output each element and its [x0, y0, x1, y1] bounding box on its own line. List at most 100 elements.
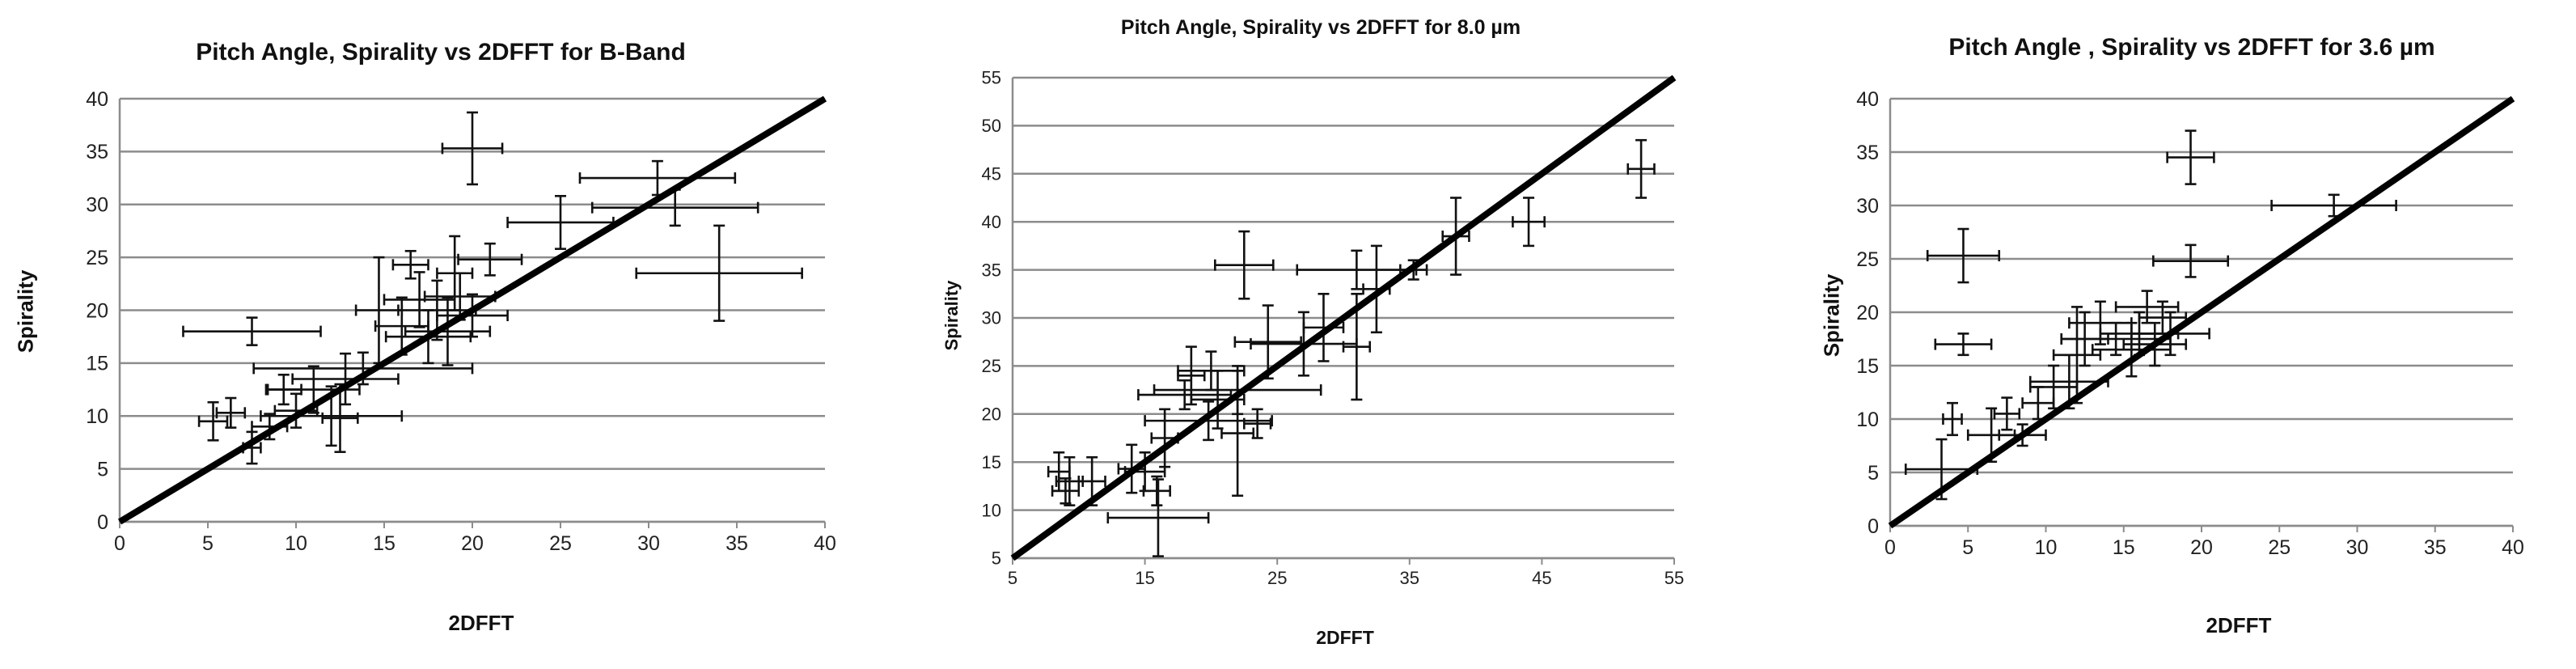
- plot-area: 0 5 10 15 20 25 30 35 40 0 5 10 15 20 25 30 35 40: [86, 88, 836, 555]
- x-tick-label: 45: [1532, 568, 1551, 588]
- y-tick-label: 10: [86, 405, 108, 428]
- x-axis-label: 2DFFT: [448, 611, 514, 635]
- data-point: [2152, 243, 2230, 278]
- data-point: [578, 159, 737, 197]
- data-point: [182, 316, 322, 346]
- chart-title: Pitch Angle , Spirality vs 2DFFT for 3.6…: [1948, 34, 2435, 61]
- x-tick-label: 15: [2113, 536, 2135, 559]
- x-tick-label: 0: [1884, 536, 1896, 559]
- data-point: [1144, 400, 1273, 442]
- y-tick-label: 45: [982, 164, 1001, 184]
- data-point: [354, 256, 404, 365]
- y-tick-label: 0: [1867, 515, 1879, 538]
- data-point: [1051, 477, 1081, 505]
- x-tick-label: 0: [114, 532, 125, 555]
- chart-3-6um: Pitch Angle , Spirality vs 2DFFT for 3.6…: [1767, 0, 2576, 669]
- y-tick-label: 5: [992, 548, 1001, 569]
- data-point: [590, 188, 759, 227]
- data-point: [1993, 396, 2021, 431]
- data-point: [404, 296, 492, 366]
- data-point: [1296, 249, 1418, 290]
- data-point: [197, 400, 229, 442]
- x-tick-label: 15: [373, 532, 395, 555]
- data-point: [1214, 230, 1275, 300]
- chart-b-band: Pitch Angle, Spirality vs 2DFFT for B-Ba…: [0, 0, 841, 669]
- data-point: [215, 396, 247, 429]
- data-point: [383, 271, 456, 328]
- y-tick-label: 15: [86, 353, 108, 375]
- plot-area: 0 5 10 15 20 25 30 35 40 0 5 10 15 20 25 30 35 40: [1856, 88, 2524, 559]
- reference-line: [1010, 74, 1677, 561]
- data-point: [635, 224, 803, 322]
- y-tick-label: 25: [982, 356, 1001, 376]
- y-tick-label: 10: [1856, 409, 1879, 431]
- x-tick-label: 35: [725, 532, 748, 555]
- x-tick-label: 55: [1664, 568, 1684, 588]
- x-tick-label: 40: [2502, 536, 2524, 559]
- data-point: [1926, 227, 2001, 284]
- y-tick-label: 25: [1856, 248, 1879, 271]
- data-point: [1233, 304, 1302, 380]
- x-tick-label: 35: [1400, 568, 1419, 588]
- x-tick-label: 30: [2346, 536, 2369, 559]
- data-point: [1177, 350, 1246, 392]
- x-axis-label: 2DFFT: [2206, 613, 2272, 637]
- y-tick-label: 35: [1856, 142, 1879, 164]
- x-tick-label: 5: [202, 532, 214, 555]
- y-tick-label: 30: [86, 194, 108, 217]
- reference-line: [117, 95, 827, 525]
- y-tick-label: 30: [982, 308, 1001, 328]
- x-tick-label: 40: [814, 532, 836, 555]
- data-point: [291, 352, 400, 406]
- y-tick-label: 20: [1856, 302, 1879, 324]
- x-tick-label: 5: [1008, 568, 1017, 588]
- y-tick-label: 40: [1856, 88, 1879, 111]
- y-tick-label: 35: [982, 260, 1001, 280]
- x-tick-label: 25: [2268, 536, 2290, 559]
- x-tick-label: 10: [285, 532, 307, 555]
- data-point: [1055, 455, 1085, 506]
- data-point: [436, 235, 474, 311]
- y-tick-label: 0: [97, 511, 108, 534]
- data-point: [1512, 197, 1546, 248]
- y-tick-label: 25: [86, 247, 108, 269]
- y-tick-label: 30: [1856, 195, 1879, 218]
- data-point: [1904, 438, 1979, 501]
- y-tick-label: 40: [982, 212, 1001, 232]
- data-point: [2270, 193, 2397, 218]
- data-point: [391, 249, 429, 280]
- data-point: [457, 242, 523, 277]
- data-point: [321, 383, 359, 454]
- x-tick-label: 5: [1962, 536, 1973, 559]
- data-point: [1142, 475, 1171, 506]
- reference-line: [1888, 95, 2515, 529]
- chart-title: Pitch Angle, Spirality vs 2DFFT for B-Ba…: [196, 39, 686, 66]
- x-tick-label: 20: [461, 532, 484, 555]
- data-point: [441, 111, 504, 186]
- y-tick-label: 50: [982, 116, 1001, 136]
- x-tick-label: 15: [1135, 568, 1154, 588]
- data-point: [1137, 379, 1233, 411]
- data-point: [1302, 292, 1345, 362]
- y-tick-label: 55: [982, 68, 1001, 88]
- x-tick-label: 30: [637, 532, 660, 555]
- y-tick-label: 5: [97, 458, 108, 481]
- y-tick-label: 15: [1856, 355, 1879, 378]
- x-tick-label: 25: [549, 532, 572, 555]
- y-tick-label: 35: [86, 141, 108, 163]
- data-point: [1934, 332, 1993, 357]
- data-point: [1626, 138, 1656, 199]
- y-tick-label: 5: [1867, 462, 1879, 485]
- y-tick-label: 20: [86, 299, 108, 322]
- y-tick-label: 10: [982, 500, 1001, 520]
- data-point: [506, 194, 615, 250]
- x-tick-label: 10: [2035, 536, 2058, 559]
- data-point: [2166, 129, 2215, 185]
- x-tick-label: 20: [2190, 536, 2213, 559]
- x-tick-label: 25: [1267, 568, 1287, 588]
- y-tick-label: 15: [982, 452, 1001, 472]
- data-point: [436, 293, 509, 338]
- data-point: [1942, 401, 1963, 437]
- y-tick-label: 40: [86, 88, 108, 111]
